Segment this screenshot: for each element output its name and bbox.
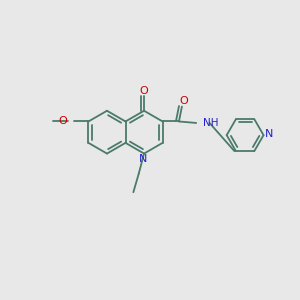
Text: NH: NH (203, 118, 218, 128)
Text: O: O (179, 96, 188, 106)
Text: N: N (265, 129, 274, 139)
Text: N: N (139, 154, 148, 164)
Text: O: O (140, 86, 148, 96)
Text: O: O (59, 116, 68, 126)
